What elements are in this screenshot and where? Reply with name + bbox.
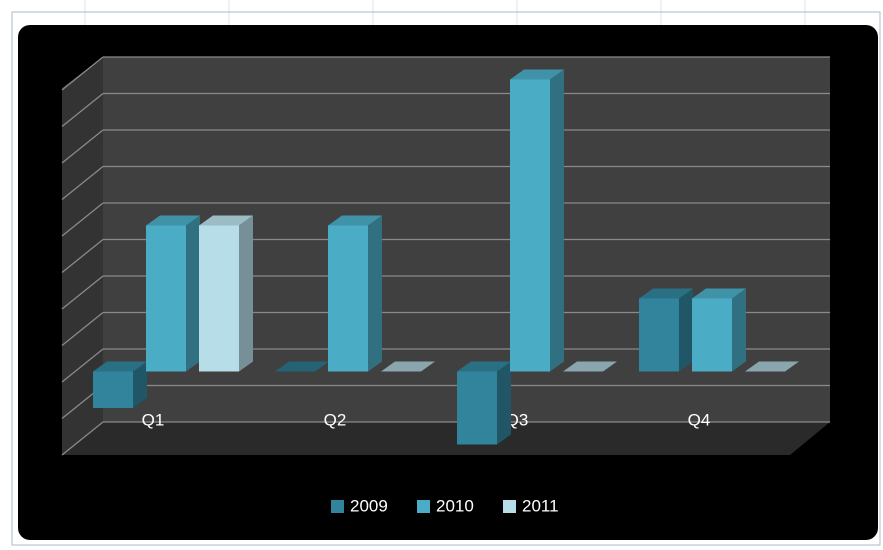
bar xyxy=(639,298,679,372)
bar-side xyxy=(550,69,564,372)
grid-line xyxy=(61,92,104,128)
bar-top xyxy=(275,361,329,372)
bar-top xyxy=(146,215,200,226)
bar xyxy=(93,371,133,408)
grid-line xyxy=(61,348,104,383)
x-tick-label: Q1 xyxy=(142,410,165,429)
bar-top xyxy=(328,215,382,226)
bar xyxy=(510,79,550,372)
x-tick-label: Q3 xyxy=(506,410,529,429)
bar-side xyxy=(679,288,693,372)
grid-line xyxy=(61,238,104,274)
legend-swatch xyxy=(331,500,344,513)
bar-top xyxy=(381,361,435,372)
x-tick-label: Q4 xyxy=(688,410,711,429)
bar-top xyxy=(457,361,511,372)
bar-side xyxy=(239,215,253,372)
grid-line xyxy=(61,165,104,201)
legend-label: 2009 xyxy=(350,496,388,515)
legend-swatch xyxy=(503,500,516,513)
bar xyxy=(328,225,368,372)
bar xyxy=(199,225,239,372)
bar-side xyxy=(732,288,746,372)
bar xyxy=(457,371,497,445)
grid-line xyxy=(61,202,104,237)
grid-line xyxy=(61,421,104,456)
bar-top xyxy=(639,288,693,299)
bar-top xyxy=(510,69,564,80)
bar-side xyxy=(497,361,511,445)
bar xyxy=(146,225,186,372)
grid-line xyxy=(61,311,104,347)
bar-top xyxy=(93,361,147,372)
bar xyxy=(692,298,732,372)
bar-side xyxy=(368,215,382,372)
bar-top xyxy=(745,361,799,372)
legend-label: 2010 xyxy=(436,496,474,515)
bar-side xyxy=(133,361,147,408)
grid-line xyxy=(61,129,104,164)
grid-line xyxy=(61,275,104,310)
bar-top xyxy=(199,215,253,226)
legend-swatch xyxy=(417,500,430,513)
bar-top xyxy=(692,288,746,299)
bar-side xyxy=(186,215,200,372)
bar-top xyxy=(563,361,617,372)
x-tick-label: Q2 xyxy=(324,410,347,429)
floor xyxy=(62,422,830,455)
legend-label: 2011 xyxy=(522,496,559,515)
grid-line xyxy=(61,56,104,91)
chart-frame xyxy=(11,11,881,546)
